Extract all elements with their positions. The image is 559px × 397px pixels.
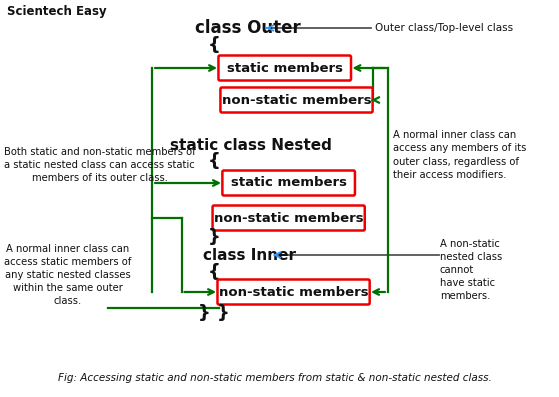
FancyBboxPatch shape: [222, 170, 355, 195]
Text: A normal inner class can
access static members of
any static nested classes
with: A normal inner class can access static m…: [4, 244, 131, 306]
Text: non-static members: non-static members: [214, 212, 363, 224]
Text: {: {: [207, 263, 220, 281]
Text: non-static members: non-static members: [222, 94, 371, 106]
Text: static class Nested: static class Nested: [170, 137, 332, 152]
Text: static members: static members: [227, 62, 343, 75]
Text: Fig: Accessing static and non-static members from static & non-static nested cla: Fig: Accessing static and non-static mem…: [58, 373, 492, 383]
FancyBboxPatch shape: [220, 87, 373, 112]
Text: A non-static
nested class
cannot
have static
members.: A non-static nested class cannot have st…: [440, 239, 502, 301]
Text: class Outer: class Outer: [195, 19, 300, 37]
FancyBboxPatch shape: [212, 206, 365, 231]
Text: } }: } }: [198, 304, 230, 322]
Text: non-static members: non-static members: [219, 285, 368, 299]
Text: A normal inner class can
access any members of its
outer class, regardless of
th: A normal inner class can access any memb…: [393, 130, 526, 180]
FancyBboxPatch shape: [217, 279, 369, 304]
Text: {: {: [207, 152, 220, 170]
Text: class Inner: class Inner: [203, 247, 296, 262]
Text: }: }: [207, 228, 220, 246]
FancyBboxPatch shape: [219, 56, 351, 81]
Text: Both static and non-static members of
a static nested class can access static
me: Both static and non-static members of a …: [4, 147, 196, 183]
Text: Scientech Easy: Scientech Easy: [7, 6, 107, 19]
Text: {: {: [207, 36, 220, 54]
Text: Outer class/Top-level class: Outer class/Top-level class: [375, 23, 513, 33]
Text: static members: static members: [231, 177, 347, 189]
